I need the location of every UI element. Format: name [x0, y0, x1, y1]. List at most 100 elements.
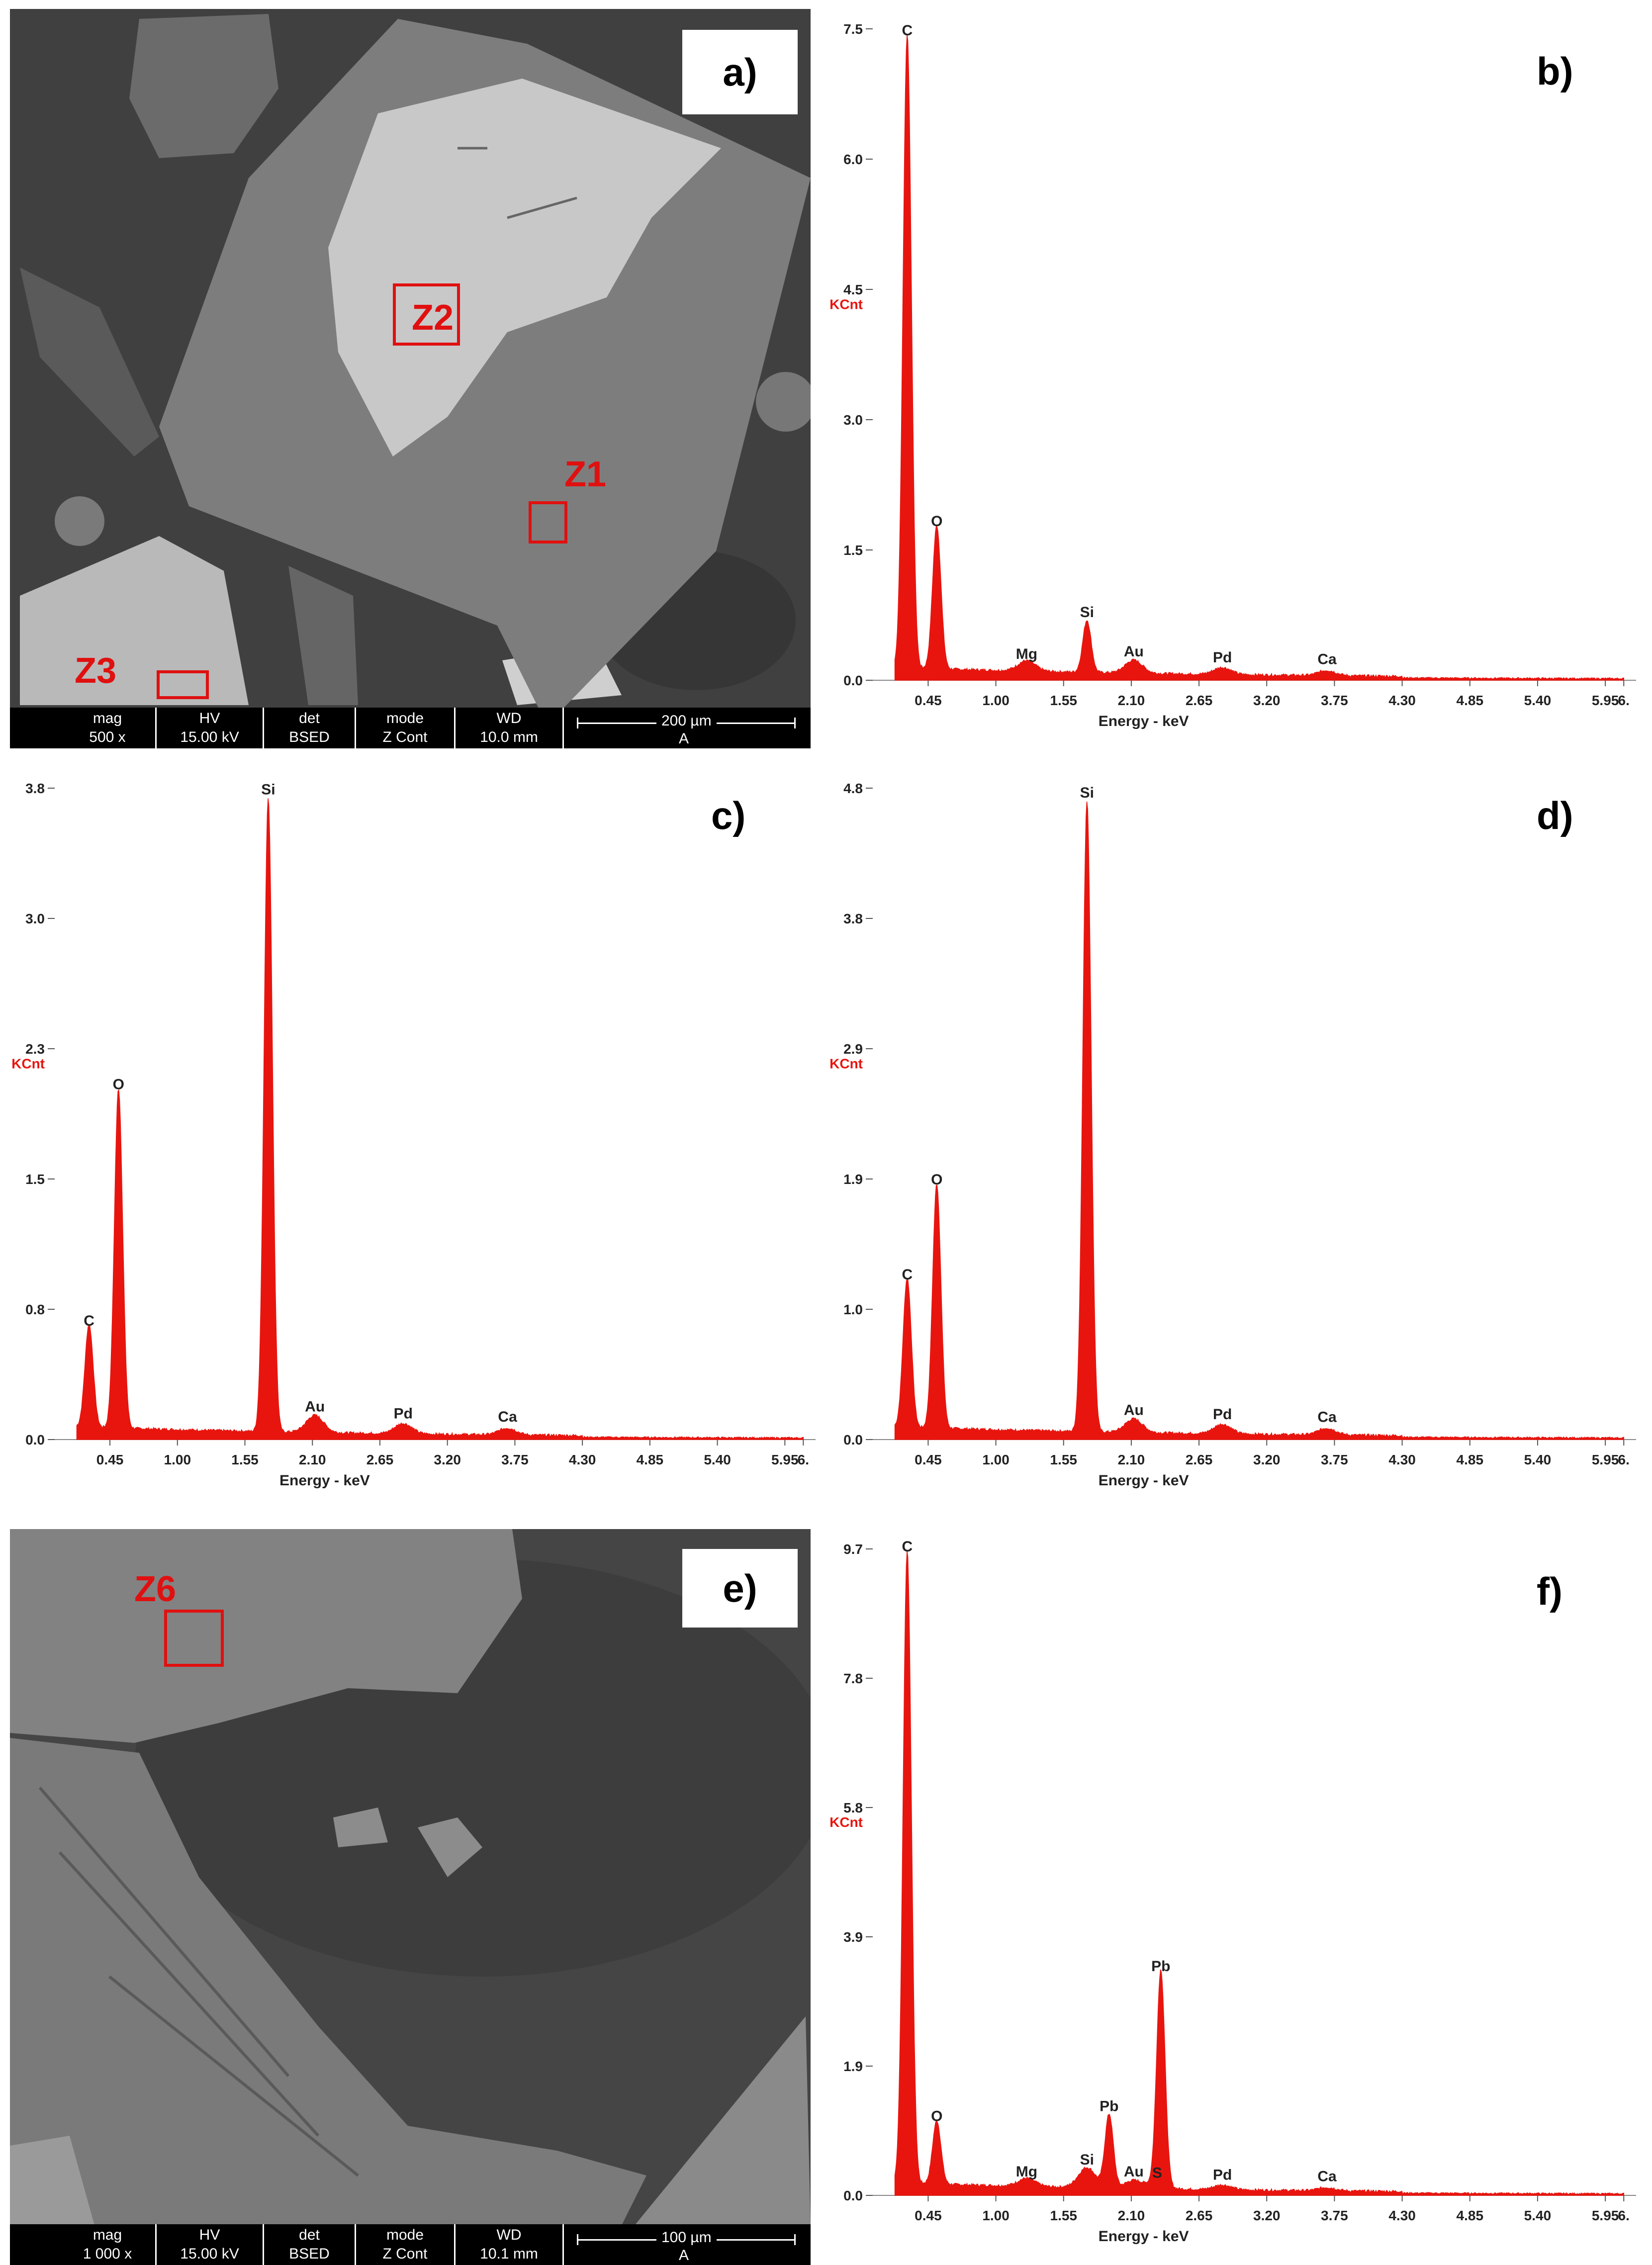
y-tick-label-f-1: 1.9: [843, 2059, 863, 2074]
x-tick-label-c-0: 0.45: [96, 1452, 124, 1467]
x-tick-label-d-7: 4.30: [1388, 1452, 1416, 1467]
x-tick-label-c-5: 3.20: [434, 1452, 461, 1467]
x-tick-label-d-9: 5.40: [1524, 1452, 1552, 1467]
y-tick-label-b-4: 6.0: [843, 152, 863, 167]
peak-label-b-2: Mg: [1016, 646, 1037, 662]
zone-z2-label: Z2: [412, 298, 454, 338]
y-axis-label-d: KCnt: [829, 1056, 863, 1071]
spectrum-d: 0.0 1.0 1.9 2.9 3.8 4.8 KCnt 0.45 1.00 1.55 2.10 2.…: [826, 768, 1641, 1504]
x-tick-label-b-6: 3.75: [1321, 693, 1348, 708]
zone-z6-label: Z6: [134, 1569, 177, 1609]
x-tick-label-f-9: 5.40: [1524, 2208, 1552, 2223]
y-tick-label-c-5: 3.8: [25, 781, 45, 796]
y-tick-label-d-1: 1.0: [843, 1302, 863, 1317]
x-tick-label-f-6: 3.75: [1321, 2208, 1348, 2223]
peak-label-c-4: Pd: [394, 1405, 413, 1422]
x-tick-label-b-9: 5.40: [1524, 693, 1552, 708]
x-tick-label-c-1: 1.00: [164, 1452, 191, 1467]
spectrum-series-b: [894, 35, 1624, 681]
y-tick-label-b-3: 4.5: [843, 282, 863, 297]
peak-label-f-4: Pb: [1100, 2098, 1118, 2115]
x-tick-label-d-1: 1.00: [982, 1452, 1010, 1467]
spectrum-plot-d: 0.0 1.0 1.9 2.9 3.8 4.8 KCnt 0.45 1.00 1.55 2.10 2.…: [829, 781, 1636, 1489]
x-tick-label-f-5: 3.20: [1253, 2208, 1281, 2223]
y-axis-label-c: KCnt: [11, 1056, 45, 1071]
peak-label-d-5: Ca: [1317, 1409, 1337, 1425]
peak-label-f-7: Pb: [1151, 1958, 1170, 1975]
peak-label-c-0: C: [84, 1313, 94, 1329]
y-tick-label-d-3: 2.9: [843, 1041, 863, 1057]
databar-wd-e: WD 10.1 mm: [456, 2224, 564, 2265]
y-tick-label-d-2: 1.9: [843, 1172, 863, 1187]
panel-label-f: f): [1537, 1569, 1562, 1613]
peak-label-b-5: Pd: [1213, 649, 1232, 666]
spectrum-c: 0.0 0.8 1.5 2.3 3.0 3.8 KCnt 0.45 1.00 1.55 2.10 2.…: [5, 768, 821, 1504]
zone-z1-box: [529, 501, 567, 544]
sem-image-e: Z6 e) mag 1 000 x HV 15.00 kV det BSED mode…: [10, 1529, 811, 2265]
x-tick-label-f-8: 4.85: [1457, 2208, 1484, 2223]
x-tick-label-b-4: 2.65: [1186, 693, 1213, 708]
y-tick-label-c-3: 2.3: [25, 1041, 45, 1057]
x-tick-label-b-0: 0.45: [915, 693, 942, 708]
spectrum-series-c: [76, 798, 804, 1440]
x-tick-label-d-10: 5.95: [1592, 1452, 1619, 1467]
zone-z3-label: Z3: [75, 651, 117, 691]
peak-label-b-0: C: [902, 22, 913, 39]
x-tick-label-c-6: 3.75: [501, 1452, 529, 1467]
x-axis-label-d: Energy - keV: [1099, 1472, 1189, 1489]
x-tick-label-b-7: 4.30: [1388, 693, 1416, 708]
x-tick-label-f-10: 5.95: [1592, 2208, 1619, 2223]
peak-label-d-2: Si: [1080, 785, 1094, 801]
spectrum-plot-f: 0.0 1.9 3.9 5.8 7.8 9.7 KCnt 0.45 1.00 1.55 2.10 2.…: [829, 1539, 1636, 2245]
peak-label-f-8: Pd: [1213, 2167, 1232, 2183]
spectrum-plot-c: 0.0 0.8 1.5 2.3 3.0 3.8 KCnt 0.45 1.00 1.55 2.10 2.…: [11, 781, 816, 1489]
x-tick-label-c-8: 4.85: [637, 1452, 664, 1467]
y-tick-label-c-0: 0.0: [25, 1432, 45, 1448]
databar-hv-e: HV 15.00 kV: [157, 2224, 264, 2265]
y-tick-label-f-3: 5.8: [843, 1800, 863, 1815]
x-tick-label-f-1: 1.00: [982, 2208, 1010, 2223]
x-tick-label-b-11: 6.: [1618, 693, 1630, 708]
x-tick-label-f-2: 1.55: [1050, 2208, 1078, 2223]
peak-label-d-0: C: [902, 1267, 913, 1283]
x-tick-label-c-10: 5.95: [771, 1452, 799, 1467]
peak-label-b-1: O: [931, 513, 942, 530]
x-axis-label-f: Energy - keV: [1099, 2228, 1189, 2245]
y-tick-label-f-0: 0.0: [843, 2188, 863, 2203]
x-tick-label-c-7: 4.30: [569, 1452, 596, 1467]
sem-image-a: Z2 Z1 Z3 a) mag 500 x HV 15.00 kV det BSED …: [10, 9, 811, 748]
x-tick-label-c-4: 2.65: [367, 1452, 394, 1467]
x-tick-label-d-4: 2.65: [1186, 1452, 1213, 1467]
databar-hv-a: HV 15.00 kV: [157, 708, 264, 748]
spectrum-b: 0.0 1.5 3.0 4.5 6.0 7.5 KCnt 0.45 1.00 1.55 2.10 2.…: [826, 9, 1641, 748]
peak-label-b-6: Ca: [1317, 651, 1337, 668]
peak-label-c-3: Au: [305, 1399, 325, 1415]
spectrum-series-f: [894, 1551, 1624, 2196]
y-axis-label-f: KCnt: [829, 1814, 863, 1830]
panel-label-e: e): [682, 1549, 798, 1628]
x-tick-label-d-5: 3.20: [1253, 1452, 1281, 1467]
x-tick-label-d-2: 1.55: [1050, 1452, 1078, 1467]
x-tick-label-d-3: 2.10: [1118, 1452, 1145, 1467]
spectrum-plot-b: 0.0 1.5 3.0 4.5 6.0 7.5 KCnt 0.45 1.00 1.55 2.10 2.…: [829, 21, 1636, 729]
peak-label-f-3: Si: [1080, 2152, 1094, 2168]
databar-mode-a: mode Z Cont: [356, 708, 456, 748]
spectrum-f: 0.0 1.9 3.9 5.8 7.8 9.7 KCnt 0.45 1.00 1.55 2.10 2.…: [826, 1529, 1641, 2260]
x-tick-label-f-0: 0.45: [915, 2208, 942, 2223]
databar-det-e: det BSED: [264, 2224, 356, 2265]
peak-label-b-3: Si: [1080, 604, 1094, 621]
y-tick-label-b-2: 3.0: [843, 412, 863, 428]
x-tick-label-b-5: 3.20: [1253, 693, 1281, 708]
y-tick-label-b-0: 0.0: [843, 673, 863, 688]
panel-label-d: d): [1537, 794, 1573, 837]
x-tick-label-b-3: 2.10: [1118, 693, 1145, 708]
x-axis-label-b: Energy - keV: [1099, 713, 1189, 729]
x-tick-label-d-8: 4.85: [1457, 1452, 1484, 1467]
y-tick-label-b-1: 1.5: [843, 543, 863, 558]
scale-bar-e: 100 µm A: [577, 2228, 796, 2264]
x-tick-label-f-11: 6.: [1618, 2208, 1630, 2223]
x-tick-label-d-6: 3.75: [1321, 1452, 1348, 1467]
zone-z1-label: Z1: [564, 454, 607, 494]
y-tick-label-c-4: 3.0: [25, 911, 45, 926]
zone-z2-box: [393, 283, 460, 346]
